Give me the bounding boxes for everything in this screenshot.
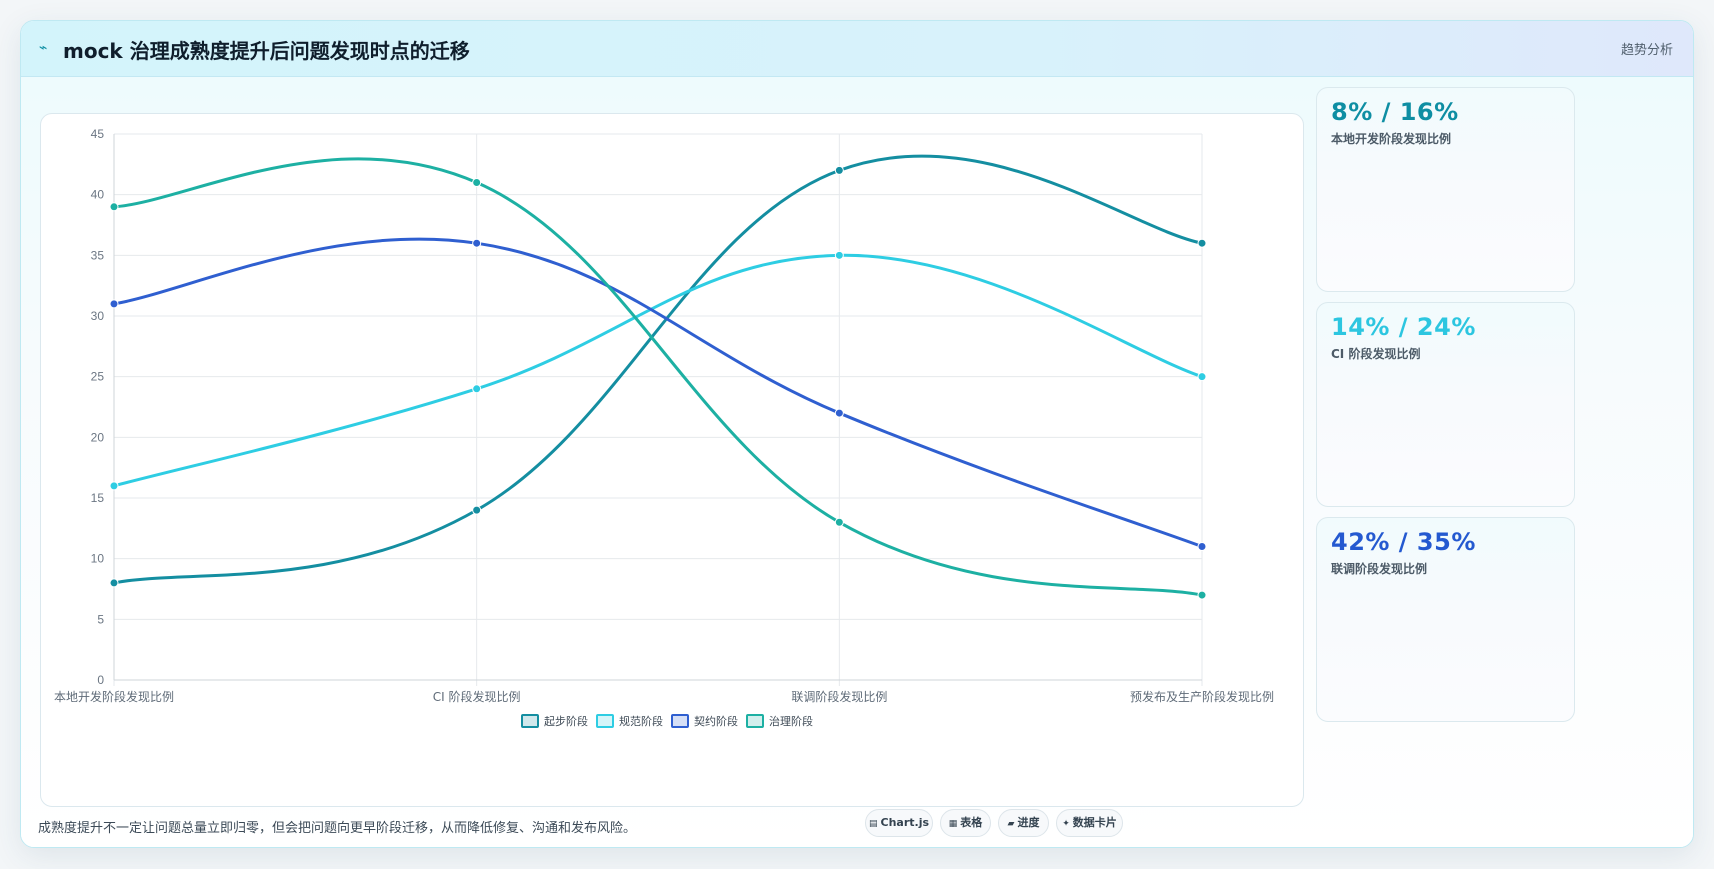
chip-progress[interactable]: ▰ 进度 xyxy=(998,809,1049,837)
stat-value: 42% / 35% xyxy=(1331,528,1476,556)
page-title: mock 治理成熟度提升后问题发现时点的迁移 xyxy=(63,39,470,63)
data-point xyxy=(1197,238,1207,248)
series-line-3 xyxy=(112,237,1204,549)
footer-note: 成熟度提升不一定让问题总量立即归零，但会把问题向更早阶段迁移，从而降低修复、沟通… xyxy=(38,821,637,836)
legend-swatch xyxy=(671,714,689,728)
stat-label: 联调阶段发现比例 xyxy=(1331,562,1428,576)
chip-label: 表格 xyxy=(960,816,983,829)
legend-label: 起步阶段 xyxy=(544,714,588,728)
data-point xyxy=(1197,542,1207,552)
chip-label: Chart.js xyxy=(880,816,930,829)
y-tick-label: 40 xyxy=(91,188,105,202)
y-tick-label: 25 xyxy=(91,370,105,384)
legend-swatch xyxy=(746,714,764,728)
x-tick-label: 联调阶段发现比例 xyxy=(791,689,887,704)
chip-label: 数据卡片 xyxy=(1072,816,1117,829)
y-tick-label: 20 xyxy=(91,430,105,444)
progress-icon: ▰ xyxy=(1007,819,1015,829)
data-point xyxy=(472,178,482,188)
series-line-1 xyxy=(112,154,1204,585)
data-point xyxy=(1197,372,1207,382)
y-tick-label: 0 xyxy=(97,673,104,687)
chip-table[interactable]: ▦ 表格 xyxy=(940,809,991,837)
y-tick-label: 35 xyxy=(91,248,105,262)
chart-icon: ▤ xyxy=(868,819,878,829)
legend-label: 契约阶段 xyxy=(694,714,738,728)
card-icon: ✦ xyxy=(1062,819,1070,829)
card-header: ⌁ mock 治理成熟度提升后问题发现时点的迁移 趋势分析 xyxy=(21,21,1693,77)
y-tick-label: 45 xyxy=(91,127,105,141)
pulse-icon: ⌁ xyxy=(39,40,48,56)
data-point xyxy=(834,408,844,418)
data-point xyxy=(834,517,844,527)
data-point xyxy=(109,299,119,309)
stat-label: CI 阶段发现比例 xyxy=(1331,347,1421,361)
stat-value: 14% / 24% xyxy=(1331,313,1476,341)
stat-value: 8% / 16% xyxy=(1331,98,1459,126)
line-chart: 0 5 10 15 20 25 30 35 40 45 本地开发阶段发现比例 CI 阶段发现比例 联调阶… xyxy=(54,127,1274,728)
series-line-2 xyxy=(112,253,1204,488)
card-body: 0 5 10 15 20 25 30 35 40 45 本地开发阶段发现比例 CI 阶段发现比例 联调阶… xyxy=(21,77,1693,847)
data-point xyxy=(109,481,119,491)
stat-label: 本地开发阶段发现比例 xyxy=(1331,132,1452,146)
y-tick-label: 30 xyxy=(91,309,105,323)
data-point xyxy=(834,165,844,175)
x-tick-label: 本地开发阶段发现比例 xyxy=(54,689,174,704)
y-tick-label: 5 xyxy=(97,612,104,626)
legend-label: 规范阶段 xyxy=(619,714,663,728)
data-point xyxy=(109,578,119,588)
x-tick-label: 预发布及生产阶段发现比例 xyxy=(1130,689,1274,704)
stat-card-ci: 14% / 24% CI 阶段发现比例 xyxy=(1316,302,1575,507)
y-tick-label: 15 xyxy=(91,491,105,505)
series-line-4 xyxy=(112,157,1204,597)
legend-swatch xyxy=(521,714,539,728)
table-icon: ▦ xyxy=(948,819,958,829)
stat-card-integration: 42% / 35% 联调阶段发现比例 xyxy=(1316,517,1575,722)
chip-data-card[interactable]: ✦ 数据卡片 xyxy=(1056,809,1123,837)
data-point xyxy=(834,250,844,260)
legend-label: 治理阶段 xyxy=(769,714,813,728)
y-tick-label: 10 xyxy=(91,552,105,566)
data-point xyxy=(109,202,119,212)
data-point xyxy=(1197,590,1207,600)
stat-card-local: 8% / 16% 本地开发阶段发现比例 xyxy=(1316,87,1575,292)
x-tick-label: CI 阶段发现比例 xyxy=(433,689,521,704)
data-point xyxy=(472,238,482,248)
legend-swatch xyxy=(596,714,614,728)
main-card: ⌁ mock 治理成熟度提升后问题发现时点的迁移 趋势分析 0 5 10 15 20 25… xyxy=(20,20,1694,848)
trend-analysis-tag[interactable]: 趋势分析 xyxy=(1620,43,1673,58)
data-point xyxy=(472,505,482,515)
chart-panel: 0 5 10 15 20 25 30 35 40 45 本地开发阶段发现比例 CI 阶段发现比例 联调阶… xyxy=(40,113,1304,807)
chip-chartjs[interactable]: ▤ Chart.js xyxy=(865,809,933,837)
data-point xyxy=(472,384,482,394)
chip-label: 进度 xyxy=(1017,816,1040,829)
